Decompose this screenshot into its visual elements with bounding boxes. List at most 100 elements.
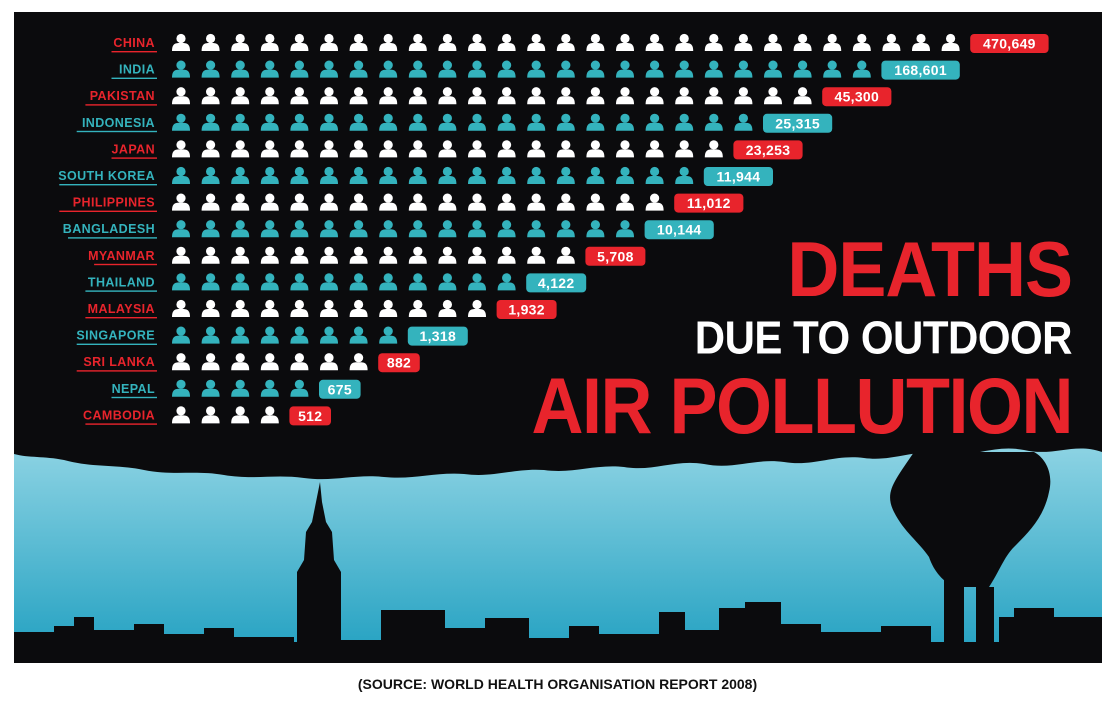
smoke-plume: [890, 452, 1051, 587]
person-icon: [320, 193, 338, 211]
person-icon: [616, 113, 634, 131]
person-icon: [586, 87, 605, 105]
person-icon: [231, 273, 250, 291]
value-label: 25,315: [775, 115, 820, 131]
person-icon: [764, 33, 782, 51]
person-icon: [172, 326, 190, 344]
person-icon: [290, 193, 309, 211]
person-icon: [616, 33, 634, 51]
person-icon: [349, 87, 368, 105]
person-icon: [260, 193, 279, 211]
person-icon: [912, 33, 930, 51]
person-icon: [260, 87, 279, 105]
person-icon: [527, 166, 546, 184]
person-icon: [172, 87, 190, 105]
person-icon: [497, 60, 516, 78]
value-badge: [703, 167, 773, 186]
person-icon: [586, 193, 605, 211]
person-icon: [675, 140, 694, 158]
country-label-thailand: THAILAND: [88, 275, 155, 289]
country-label-bangladesh: BANGLADESH: [63, 222, 155, 236]
person-icon: [172, 406, 190, 424]
person-icon: [349, 326, 368, 344]
person-icon: [438, 220, 457, 238]
person-icon: [704, 140, 723, 158]
person-icon: [320, 166, 338, 184]
person-icon: [172, 60, 190, 78]
person-icon: [290, 246, 309, 264]
person-icon: [497, 87, 516, 105]
person-icon: [675, 166, 694, 184]
person-icon: [290, 33, 309, 51]
person-icon: [616, 140, 634, 158]
person-icon: [201, 273, 220, 291]
value-badge: [763, 113, 833, 133]
person-icon: [379, 246, 398, 264]
country-label-underline: [111, 51, 157, 53]
person-icon: [172, 379, 190, 397]
person-icon: [260, 353, 279, 371]
person-icon: [675, 87, 694, 105]
person-icon: [468, 140, 486, 158]
person-icon: [527, 113, 546, 131]
person-icon: [349, 246, 368, 264]
country-label-underline: [111, 157, 157, 159]
person-icon: [172, 299, 190, 317]
person-icon: [497, 113, 516, 131]
person-icon: [290, 379, 309, 397]
person-icon: [320, 33, 338, 51]
person-icon: [172, 166, 190, 184]
person-icon: [320, 273, 338, 291]
person-icon: [260, 140, 279, 158]
person-icon: [260, 246, 279, 264]
person-icon: [793, 33, 812, 51]
person-icon: [349, 113, 368, 131]
person-icon: [556, 60, 575, 78]
person-icon: [320, 246, 338, 264]
person-icon: [349, 273, 368, 291]
person-icon: [675, 113, 694, 131]
person-icon: [290, 353, 309, 371]
person-icon: [556, 33, 575, 51]
country-label-sri-lanka: SRI LANKA: [83, 355, 155, 369]
person-icon: [379, 113, 398, 131]
person-icon: [408, 60, 427, 78]
person-icon: [260, 379, 279, 397]
value-label: 470,649: [983, 36, 1036, 52]
person-icon: [497, 33, 516, 51]
pictogram-chart: CHINA 470,649 INDIA 168,601 PAKISTAN 45,300 IN…: [14, 12, 1102, 663]
person-icon: [349, 299, 368, 317]
person-icon: [172, 353, 190, 371]
country-label-underline: [76, 130, 157, 133]
person-icon: [408, 220, 427, 238]
country-label-underline: [85, 290, 157, 292]
value-label: 11,944: [716, 169, 760, 185]
person-icon: [231, 140, 250, 158]
person-icon: [408, 87, 427, 105]
person-icon: [645, 113, 664, 131]
person-icon: [408, 113, 427, 131]
person-icon: [408, 33, 427, 51]
person-icon: [320, 220, 338, 238]
person-icon: [438, 166, 457, 184]
person-icon: [379, 166, 398, 184]
person-icon: [231, 33, 250, 51]
person-icon: [260, 326, 279, 344]
value-label: 1,932: [508, 302, 545, 318]
value-badge: [289, 406, 331, 426]
person-icon: [468, 299, 486, 317]
country-label-china: CHINA: [113, 36, 155, 50]
value-label: 882: [387, 355, 411, 371]
chart-title: DEATHS DUE TO OUTDOOR AIR POLLUTION: [532, 231, 1074, 446]
person-icon: [527, 87, 546, 105]
person-icon: [556, 113, 575, 131]
person-icon: [379, 140, 398, 158]
person-icon: [645, 193, 664, 211]
person-icon: [527, 33, 546, 51]
value-badge: [496, 300, 557, 319]
person-icon: [379, 299, 398, 317]
person-icon: [556, 166, 575, 184]
person-icon: [201, 246, 220, 264]
value-label: 1,318: [420, 328, 457, 344]
value-label: 11,012: [687, 195, 731, 211]
